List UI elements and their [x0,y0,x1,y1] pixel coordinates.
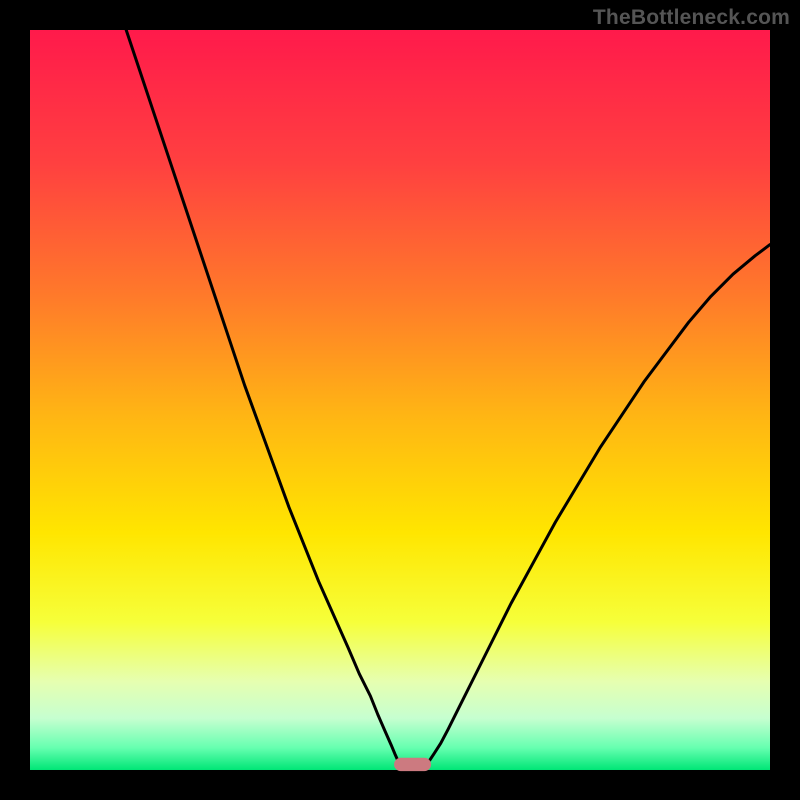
plot-gradient-background [30,30,770,770]
optimum-marker [394,758,431,771]
chart-stage: TheBottleneck.com [0,0,800,800]
watermark-label: TheBottleneck.com [593,6,790,30]
bottleneck-curve-chart [0,0,800,800]
